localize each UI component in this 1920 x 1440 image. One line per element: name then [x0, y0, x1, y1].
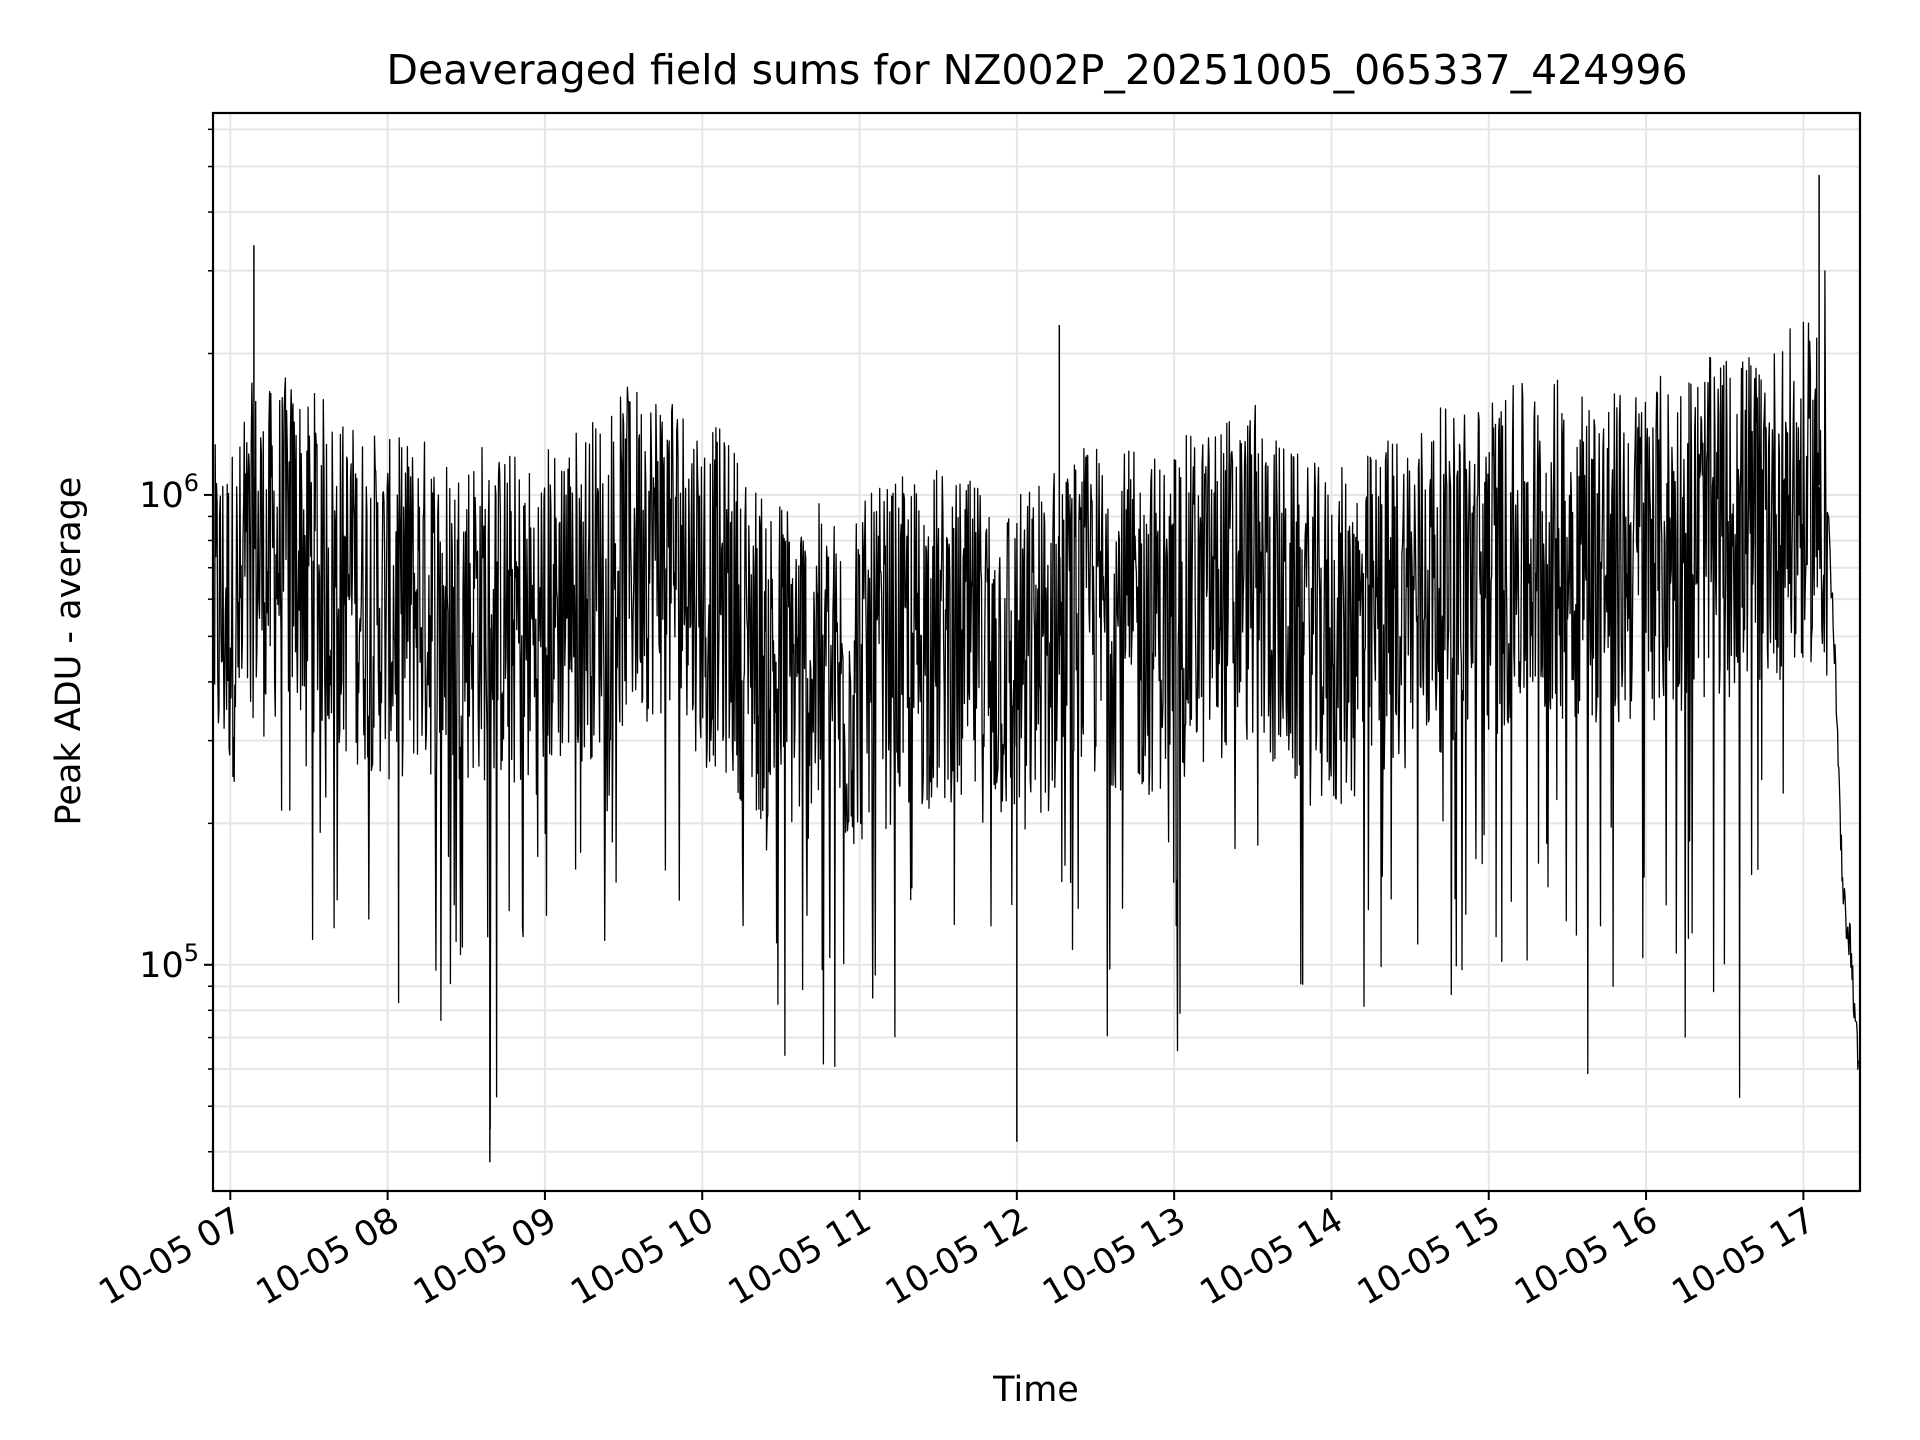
y-axis: 105 106	[139, 128, 213, 1153]
series-group	[213, 174, 1860, 1163]
x-axis-label: Time	[992, 1370, 1079, 1410]
y-axis-label: Peak ADU - average	[49, 477, 89, 826]
series-line	[213, 270, 1860, 1130]
chart-title: Deaveraged field sums for NZ002P_2025100…	[386, 46, 1687, 94]
plot-frame	[211, 111, 1862, 1193]
y-tick-label: 105	[139, 939, 199, 986]
y-tick-label: 106	[139, 469, 199, 516]
